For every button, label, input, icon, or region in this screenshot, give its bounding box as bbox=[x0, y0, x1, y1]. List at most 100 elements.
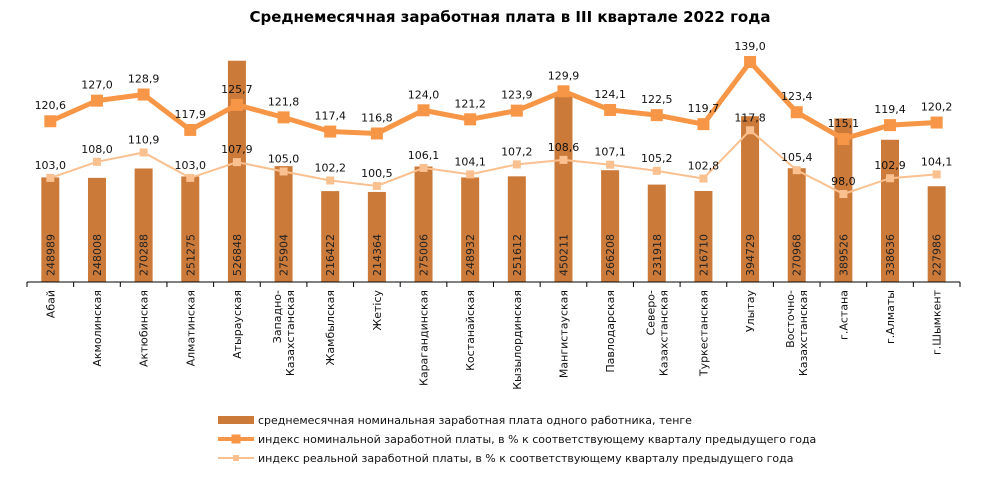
real-index-label: 104,1 bbox=[921, 155, 953, 168]
real-index-label: 106,1 bbox=[408, 149, 440, 162]
real-index-marker bbox=[606, 160, 615, 169]
bar bbox=[227, 60, 246, 282]
real-index-marker bbox=[932, 170, 941, 179]
bar bbox=[87, 177, 106, 282]
nominal-index-label: 121,8 bbox=[268, 95, 300, 108]
real-index-marker bbox=[839, 190, 848, 199]
bar-value-label: 248989 bbox=[44, 234, 57, 276]
nominal-index-label: 120,6 bbox=[35, 99, 67, 112]
nominal-index-label: 128,9 bbox=[128, 73, 160, 86]
real-index-label: 105,2 bbox=[641, 152, 673, 165]
bar-value-label: 227986 bbox=[931, 234, 944, 276]
legend-label: среднемесячная номинальная заработная пл… bbox=[258, 414, 692, 427]
real-index-marker bbox=[466, 170, 475, 179]
bar bbox=[274, 166, 293, 282]
legend-swatch-marker bbox=[231, 434, 241, 444]
x-tick-label: Атырауская bbox=[231, 290, 244, 359]
nominal-index-marker bbox=[697, 118, 710, 131]
x-tick-label: г.Алматы bbox=[884, 290, 897, 344]
real-index-label: 107,2 bbox=[501, 145, 533, 158]
real-index-marker bbox=[139, 148, 148, 157]
real-index-marker bbox=[186, 173, 195, 182]
bar bbox=[647, 184, 666, 282]
real-index-label: 108,6 bbox=[548, 141, 580, 154]
x-tick-label: Карагандинская bbox=[418, 290, 431, 386]
nominal-index-marker bbox=[604, 103, 617, 116]
bar-value-label: 251275 bbox=[184, 234, 197, 276]
bar-value-label: 216422 bbox=[324, 234, 337, 276]
real-index-label: 103,0 bbox=[35, 159, 67, 172]
nominal-index-marker bbox=[137, 88, 150, 101]
bar bbox=[927, 186, 946, 282]
legend-label: индекс номинальной заработной платы, в %… bbox=[258, 433, 816, 446]
real-index-marker bbox=[652, 166, 661, 175]
real-index-label: 105,4 bbox=[781, 151, 813, 164]
bar-value-label: 270968 bbox=[791, 234, 804, 276]
real-index-label: 117,8 bbox=[734, 111, 766, 124]
real-index-marker bbox=[326, 176, 335, 185]
legend-label: индекс реальной заработной платы, в % к … bbox=[258, 452, 793, 465]
bar-value-label: 266208 bbox=[604, 234, 617, 276]
bar bbox=[694, 190, 713, 282]
real-index-label: 104,1 bbox=[454, 155, 486, 168]
bar-value-label: 231918 bbox=[651, 234, 664, 276]
bar bbox=[367, 191, 386, 282]
x-tick-label: Павлодарская bbox=[604, 290, 617, 373]
real-index-marker bbox=[559, 155, 568, 164]
real-index-marker bbox=[46, 173, 55, 182]
real-index-marker bbox=[699, 174, 708, 183]
bar bbox=[41, 177, 60, 282]
bar bbox=[554, 92, 573, 282]
nominal-index-label: 117,9 bbox=[175, 108, 207, 121]
bar-value-label: 251612 bbox=[511, 234, 524, 276]
nominal-index-label: 115,1 bbox=[828, 117, 860, 130]
real-index-marker bbox=[512, 160, 521, 169]
real-index-marker bbox=[419, 163, 428, 172]
nominal-index-line bbox=[49, 58, 937, 142]
bar bbox=[507, 176, 526, 282]
nominal-index-label: 127,0 bbox=[81, 79, 113, 92]
real-index-marker bbox=[279, 167, 288, 176]
bar bbox=[321, 191, 340, 282]
real-index-marker bbox=[746, 126, 755, 135]
x-tick-label: Актюбинская bbox=[138, 290, 151, 367]
nominal-index-label: 129,9 bbox=[548, 69, 580, 82]
bar-value-label: 526848 bbox=[231, 234, 244, 276]
bar bbox=[834, 118, 853, 282]
x-tick-label: Абай bbox=[44, 290, 57, 318]
nominal-index-label: 122,5 bbox=[641, 93, 673, 106]
bar bbox=[601, 170, 620, 282]
nominal-index-label: 119,4 bbox=[874, 103, 906, 116]
bar-value-label: 214364 bbox=[371, 234, 384, 276]
x-tick-label: Улытау bbox=[744, 290, 757, 333]
bar bbox=[741, 116, 760, 282]
nominal-index-marker bbox=[44, 115, 57, 128]
bar-value-label: 216710 bbox=[697, 234, 710, 276]
x-tick-label: Костанайская bbox=[464, 290, 477, 371]
bar-value-label: 248932 bbox=[464, 234, 477, 276]
real-index-label: 110,9 bbox=[128, 133, 160, 146]
bar-value-label: 275904 bbox=[278, 234, 291, 276]
bar bbox=[881, 139, 900, 282]
nominal-index-marker bbox=[930, 116, 943, 129]
bar-value-label: 275006 bbox=[418, 234, 431, 276]
x-tick-label: Акмолинская bbox=[91, 290, 104, 367]
real-index-label: 107,1 bbox=[594, 146, 626, 159]
nominal-index-label: 120,2 bbox=[921, 101, 953, 114]
nominal-index-marker bbox=[510, 104, 523, 117]
bar-value-label: 450211 bbox=[557, 234, 570, 276]
x-tick-label: Алматинская bbox=[184, 290, 197, 366]
real-index-label: 107,9 bbox=[221, 143, 253, 156]
nominal-index-label: 121,2 bbox=[454, 97, 486, 110]
nominal-index-label: 125,7 bbox=[221, 83, 253, 96]
nominal-index-label: 117,4 bbox=[314, 110, 346, 123]
bar-value-label: 248008 bbox=[91, 234, 104, 276]
real-index-marker bbox=[372, 181, 381, 190]
real-index-label: 102,8 bbox=[688, 160, 720, 173]
nominal-index-label: 116,8 bbox=[361, 111, 393, 124]
x-tick-label: Кызылординская bbox=[511, 290, 524, 390]
real-index-label: 102,9 bbox=[874, 159, 906, 172]
x-tick-label: Жетісу bbox=[371, 290, 384, 331]
bar bbox=[134, 168, 153, 282]
